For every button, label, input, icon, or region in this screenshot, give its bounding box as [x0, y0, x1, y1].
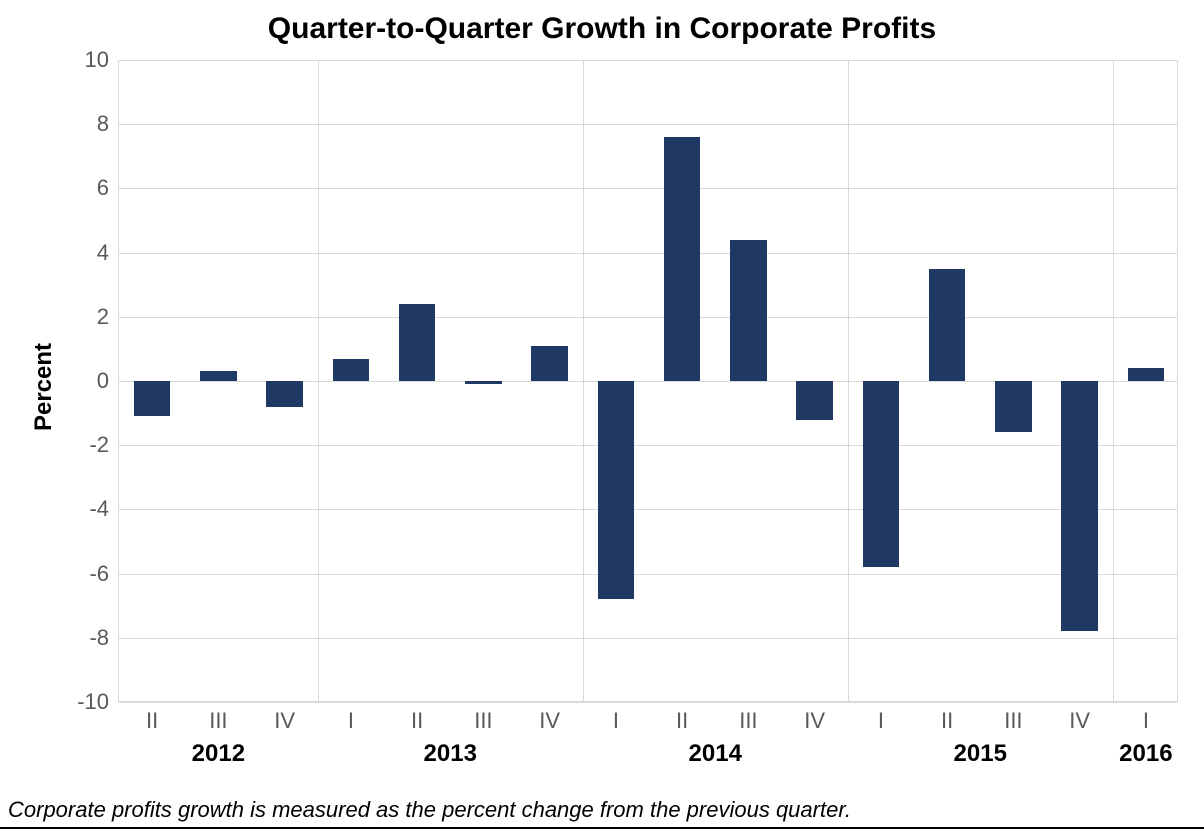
bar	[730, 240, 766, 381]
grid-line	[119, 317, 1177, 318]
bar	[1061, 381, 1097, 631]
bar	[134, 381, 170, 416]
x-year-label: 2014	[689, 740, 742, 768]
x-year-label: 2016	[1119, 740, 1172, 768]
y-tick-label: 10	[85, 47, 119, 73]
x-quarter-label: III	[739, 708, 757, 734]
grid-line	[119, 445, 1177, 446]
grid-line	[119, 188, 1177, 189]
x-year-label: 2012	[192, 740, 245, 768]
x-quarter-label: IV	[1069, 708, 1090, 734]
x-quarter-label: I	[348, 708, 354, 734]
bar	[995, 381, 1031, 432]
chart-title: Quarter-to-Quarter Growth in Corporate P…	[0, 12, 1204, 46]
bar	[598, 381, 634, 599]
x-year-label: 2013	[424, 740, 477, 768]
x-quarter-label: II	[411, 708, 423, 734]
x-quarter-label: II	[146, 708, 158, 734]
x-quarter-label: IV	[274, 708, 295, 734]
year-separator	[583, 60, 584, 701]
x-quarter-label: I	[613, 708, 619, 734]
bar	[531, 346, 567, 381]
grid-line	[119, 509, 1177, 510]
grid-line	[119, 638, 1177, 639]
bar	[796, 381, 832, 420]
x-quarter-label: IV	[804, 708, 825, 734]
bar	[399, 304, 435, 381]
grid-line	[119, 124, 1177, 125]
year-separator	[1113, 60, 1114, 701]
y-tick-label: 0	[97, 368, 119, 394]
y-tick-label: -10	[77, 689, 119, 715]
y-tick-label: 8	[97, 111, 119, 137]
bar	[200, 371, 236, 381]
bar	[1128, 368, 1164, 381]
x-quarter-label: III	[1004, 708, 1022, 734]
y-axis-title: Percent	[30, 343, 58, 431]
bar	[333, 359, 369, 381]
x-quarter-label: I	[878, 708, 884, 734]
bar	[465, 381, 501, 384]
grid-line	[119, 253, 1177, 254]
x-quarter-label: I	[1143, 708, 1149, 734]
x-quarter-label: II	[676, 708, 688, 734]
plot-area: -10-8-6-4-20246810IIIIIIVIIIIIIIVIIIIIII…	[118, 60, 1178, 702]
y-tick-label: 6	[97, 175, 119, 201]
grid-line	[119, 702, 1177, 703]
chart-container: Quarter-to-Quarter Growth in Corporate P…	[0, 0, 1204, 829]
x-quarter-label: IV	[539, 708, 560, 734]
bar	[266, 381, 302, 407]
y-tick-label: 4	[97, 240, 119, 266]
year-separator	[848, 60, 849, 701]
x-quarter-label: III	[209, 708, 227, 734]
x-quarter-label: III	[474, 708, 492, 734]
bar	[863, 381, 899, 567]
y-tick-label: -4	[89, 496, 119, 522]
year-separator	[318, 60, 319, 701]
y-tick-label: 2	[97, 304, 119, 330]
x-year-label: 2015	[954, 740, 1007, 768]
x-quarter-label: II	[941, 708, 953, 734]
bar	[664, 137, 700, 381]
y-tick-label: -6	[89, 561, 119, 587]
y-tick-label: -8	[89, 625, 119, 651]
grid-line	[119, 574, 1177, 575]
chart-footnote: Corporate profits growth is measured as …	[8, 797, 851, 823]
grid-line	[119, 60, 1177, 61]
bar	[929, 269, 965, 381]
y-tick-label: -2	[89, 432, 119, 458]
